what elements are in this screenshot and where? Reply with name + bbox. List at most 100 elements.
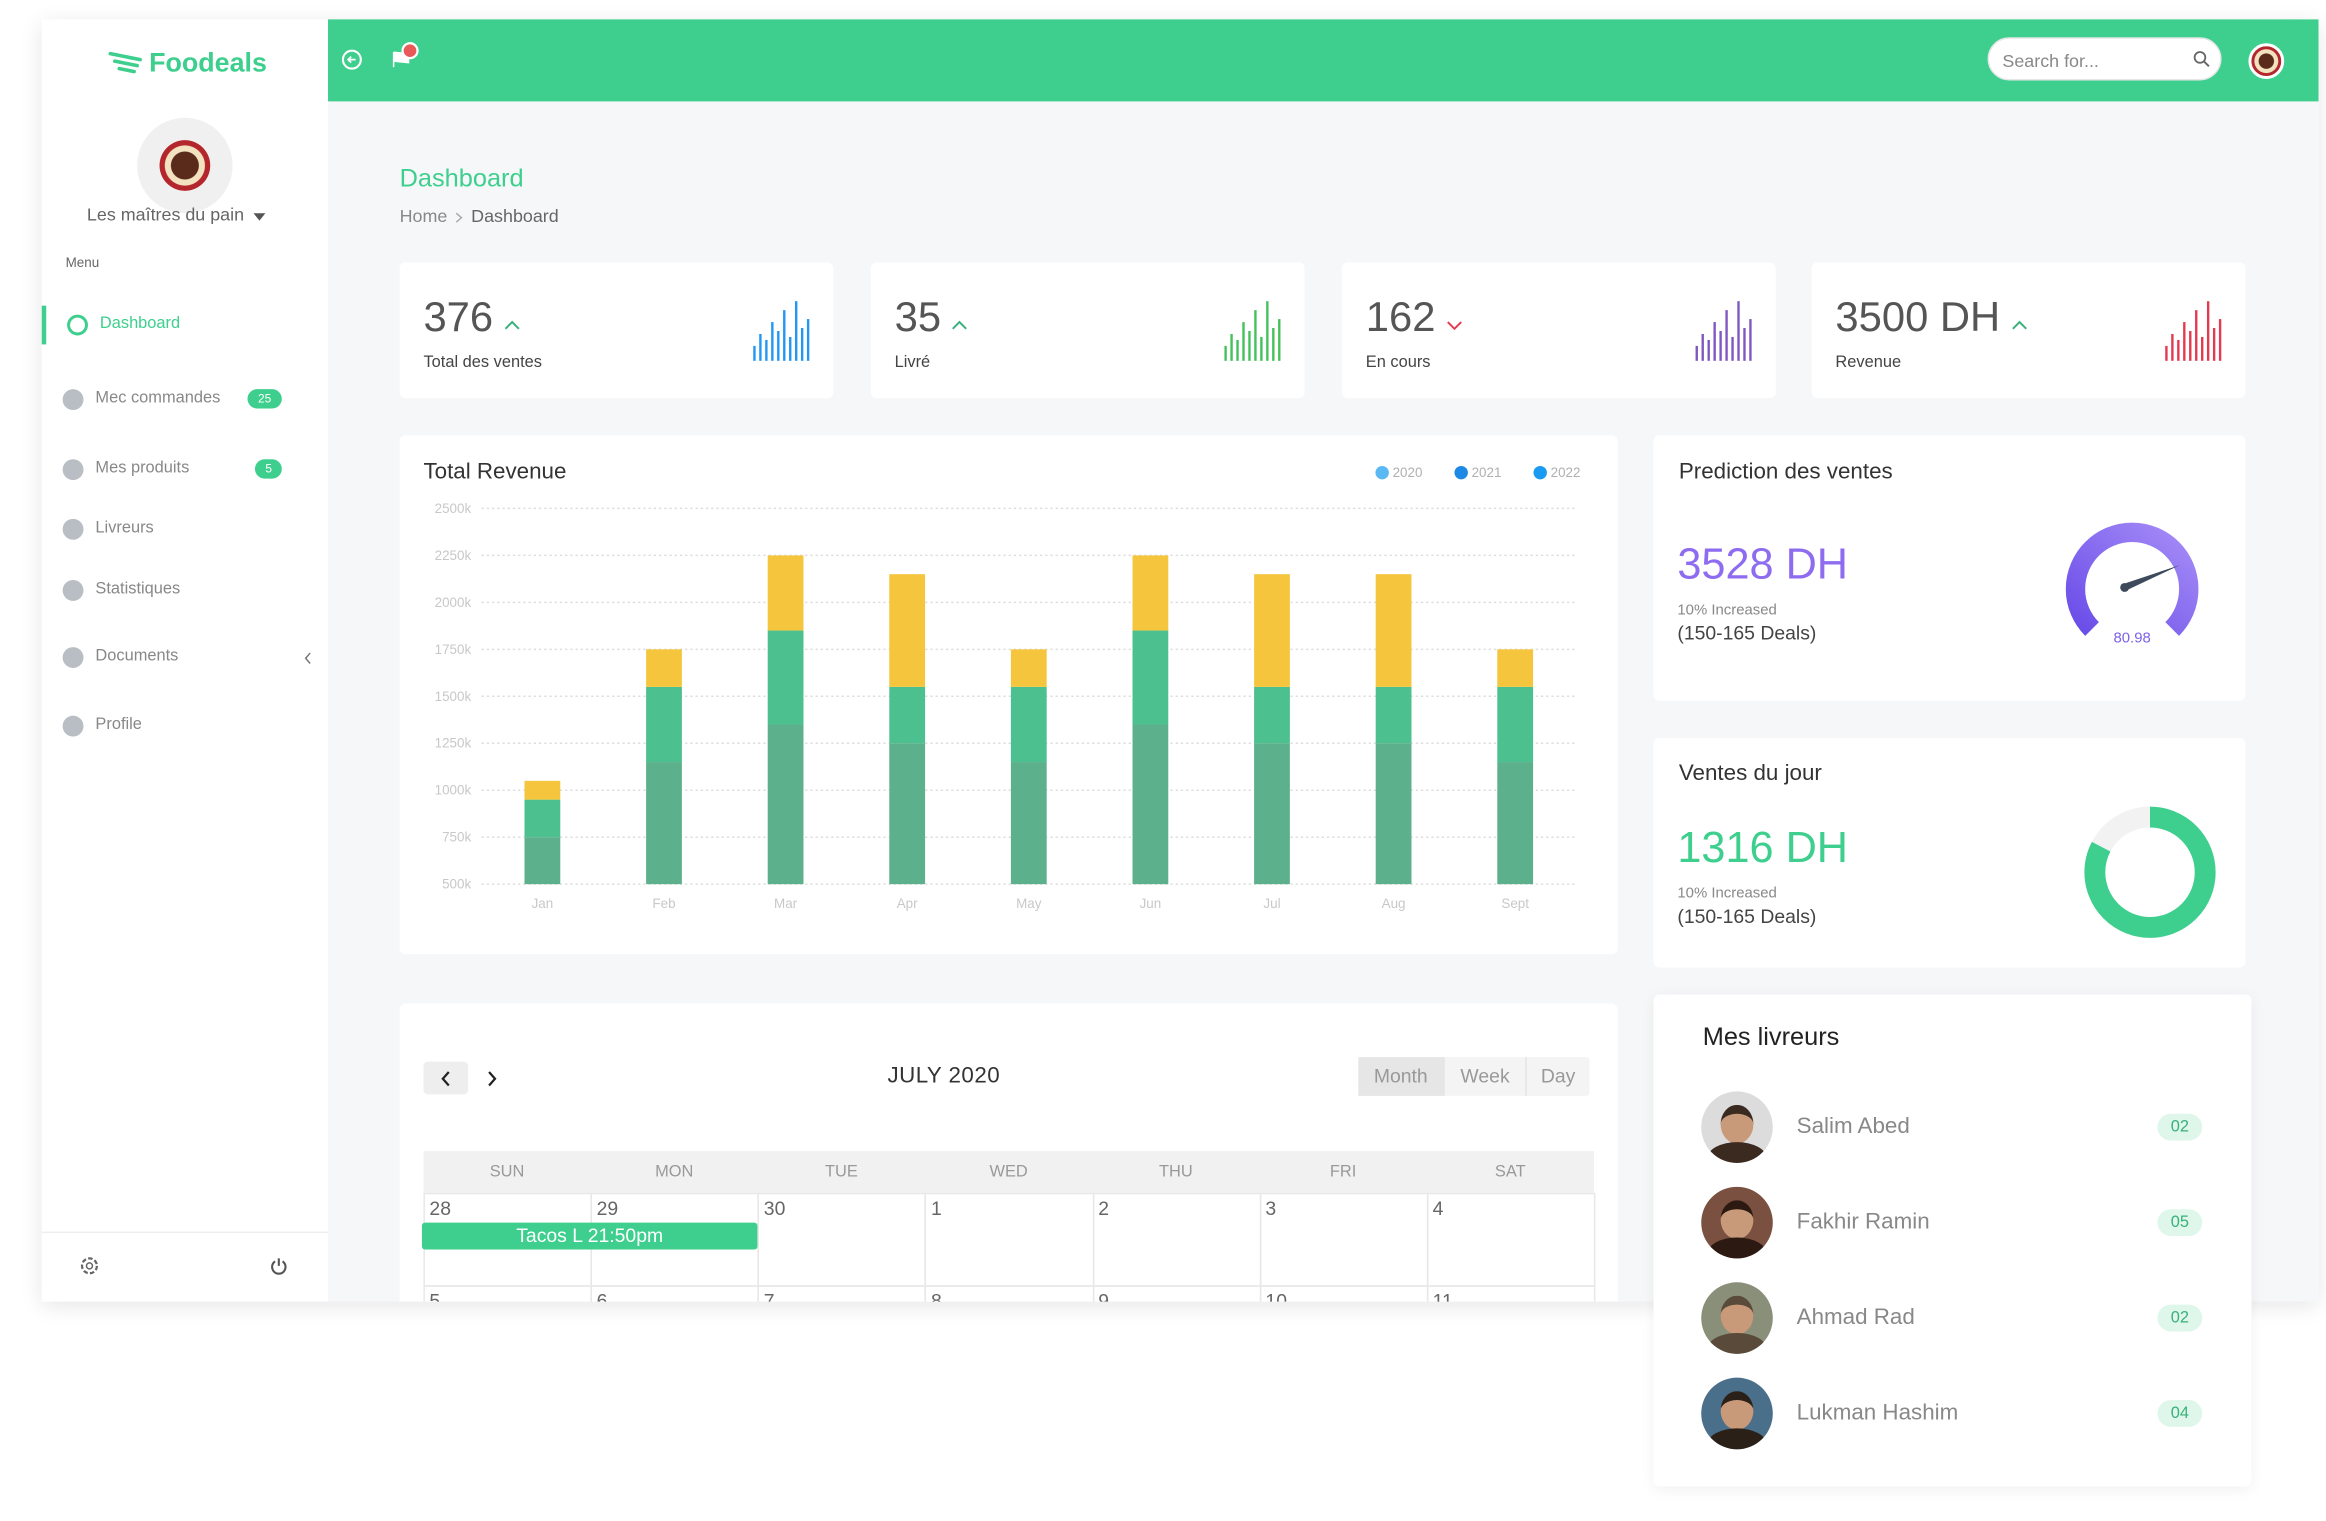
courier-name[interactable]: Salim Abed [1796, 1113, 1910, 1140]
x-tick-label: Jun [1140, 896, 1162, 911]
day-number: 9 [1098, 1289, 1110, 1302]
calendar-nav-button[interactable] [469, 1061, 515, 1095]
menu-text: Mes produits [95, 459, 190, 478]
day-cell[interactable]: 7 [757, 1285, 927, 1302]
weekday: MON [655, 1162, 694, 1181]
y-tick-label: 1000k [435, 783, 472, 798]
x-tick-label: Mar [774, 896, 798, 911]
y-tick-label: 2250k [435, 548, 472, 563]
calendar-nav-button[interactable] [423, 1061, 469, 1095]
calendar-event[interactable]: Tacos L 21:50pm [421, 1222, 758, 1250]
nav-chevron [488, 1071, 497, 1087]
day-cell[interactable]: 8 [925, 1285, 1094, 1302]
avatar-face [1720, 1391, 1754, 1430]
menu-item[interactable]: Dashboard [41, 305, 328, 345]
store-caret [253, 212, 265, 221]
breadcrumb: Home Dashboard [400, 206, 559, 227]
bar-segment [1010, 686, 1047, 763]
x-tick-label: May [1016, 896, 1042, 911]
day-number: 1 [931, 1197, 942, 1220]
stat-value-row: 35 [895, 294, 968, 342]
gear-hub [85, 1262, 94, 1270]
daily-change: 10% Increased [1677, 885, 1777, 903]
day-cell[interactable]: 5 [423, 1285, 593, 1302]
day-cell[interactable]: 6 [590, 1285, 760, 1302]
calendar-card: JULY 2020 Month Week Day SUN MON TUE WED THU FRI S… [399, 1003, 1618, 1302]
menu-item[interactable]: Profile [42, 707, 328, 746]
menu-item[interactable]: Livreurs [42, 510, 328, 549]
chev [441, 1071, 450, 1087]
breadcrumb-item[interactable]: Home [399, 205, 448, 227]
x-tick-label: Jan [532, 896, 554, 911]
store-row: Les maîtres du pain [42, 204, 310, 225]
bar-segment [524, 780, 561, 800]
day-cell[interactable]: 1 [925, 1192, 1094, 1287]
avatar-face [1720, 1200, 1754, 1240]
stat-label: En cours [1365, 353, 1431, 372]
day-cell[interactable]: 30 [757, 1192, 927, 1287]
store-name[interactable]: Les maîtres du pain [86, 204, 245, 226]
avatar-body [1707, 1142, 1767, 1163]
power-icon [271, 1258, 287, 1275]
prediction-change: 10% Increased [1677, 602, 1777, 619]
bar-segment [1497, 686, 1534, 763]
legend-swatch [1454, 465, 1468, 480]
courier-count: 05 [2157, 1209, 2203, 1237]
menu-item[interactable]: Mec commandes 25 [42, 380, 328, 419]
day-cell[interactable]: 9 [1092, 1285, 1261, 1302]
day-cell[interactable]: 4 [1426, 1192, 1596, 1287]
day-number: 6 [596, 1289, 608, 1302]
menu-item[interactable]: Documents [42, 638, 328, 677]
sep [455, 212, 463, 223]
calendar-title: JULY 2020 [887, 1063, 1001, 1089]
day-cell[interactable]: 2 [1092, 1192, 1261, 1287]
day-number: 29 [596, 1197, 619, 1220]
courier-avatar [1701, 1282, 1773, 1354]
bar-segment [1497, 649, 1534, 687]
menu-icon [62, 518, 84, 540]
courier-count: 04 [2157, 1400, 2203, 1427]
weekday: TUE [825, 1162, 858, 1181]
stat-label: Livré [894, 353, 931, 372]
view-button[interactable]: Day [1525, 1057, 1589, 1096]
stat-value: 3500 DH [1835, 293, 2001, 340]
sparkline [1695, 301, 1752, 361]
menu-icon [62, 389, 84, 411]
day-cell[interactable]: 10 [1259, 1285, 1429, 1302]
x-tick-label: Aug [1382, 896, 1406, 911]
view-button[interactable]: Month [1358, 1057, 1444, 1096]
badge-dot [401, 42, 419, 60]
arrow [1446, 321, 1462, 330]
day-cell[interactable]: 11 [1426, 1285, 1596, 1302]
bar-segment [1375, 743, 1412, 885]
search-box[interactable]: Search for... [1987, 37, 2222, 81]
menu-item[interactable]: Statistiques [42, 571, 328, 610]
user-avatar[interactable] [2248, 43, 2285, 80]
gauge-needle [2123, 565, 2180, 592]
avatar-body [1707, 1332, 1767, 1354]
day-number: 11 [1432, 1289, 1453, 1302]
menu-icon [62, 579, 84, 601]
search-placeholder: Search for... [2002, 50, 2099, 72]
stat-label: Revenue [1835, 353, 1902, 372]
bar-segment [767, 724, 804, 885]
bar-segment [524, 799, 561, 838]
prediction-amount: 3528 DH [1677, 541, 1849, 589]
day-cell[interactable]: 3 [1259, 1192, 1429, 1287]
bar-segment [1132, 555, 1169, 631]
view-button[interactable]: Week [1443, 1057, 1525, 1096]
courier-name[interactable]: Ahmad Rad [1796, 1304, 1915, 1330]
menu-item[interactable]: Mes produits 5 [42, 450, 328, 489]
menu-icon [67, 314, 88, 336]
day-number: 2 [1098, 1197, 1110, 1220]
courier-name[interactable]: Lukman Hashim [1796, 1400, 1959, 1426]
stat-card: 162 En cours [1341, 262, 1776, 399]
arrow [504, 320, 520, 330]
weekday: WED [989, 1162, 1028, 1181]
x-tick-label: Sept [1501, 896, 1529, 911]
bar-segment [1497, 762, 1534, 885]
page-title: Dashboard [399, 164, 524, 193]
courier-name[interactable]: Fakhir Ramin [1796, 1209, 1930, 1235]
y-tick-label: 1750k [435, 642, 472, 657]
